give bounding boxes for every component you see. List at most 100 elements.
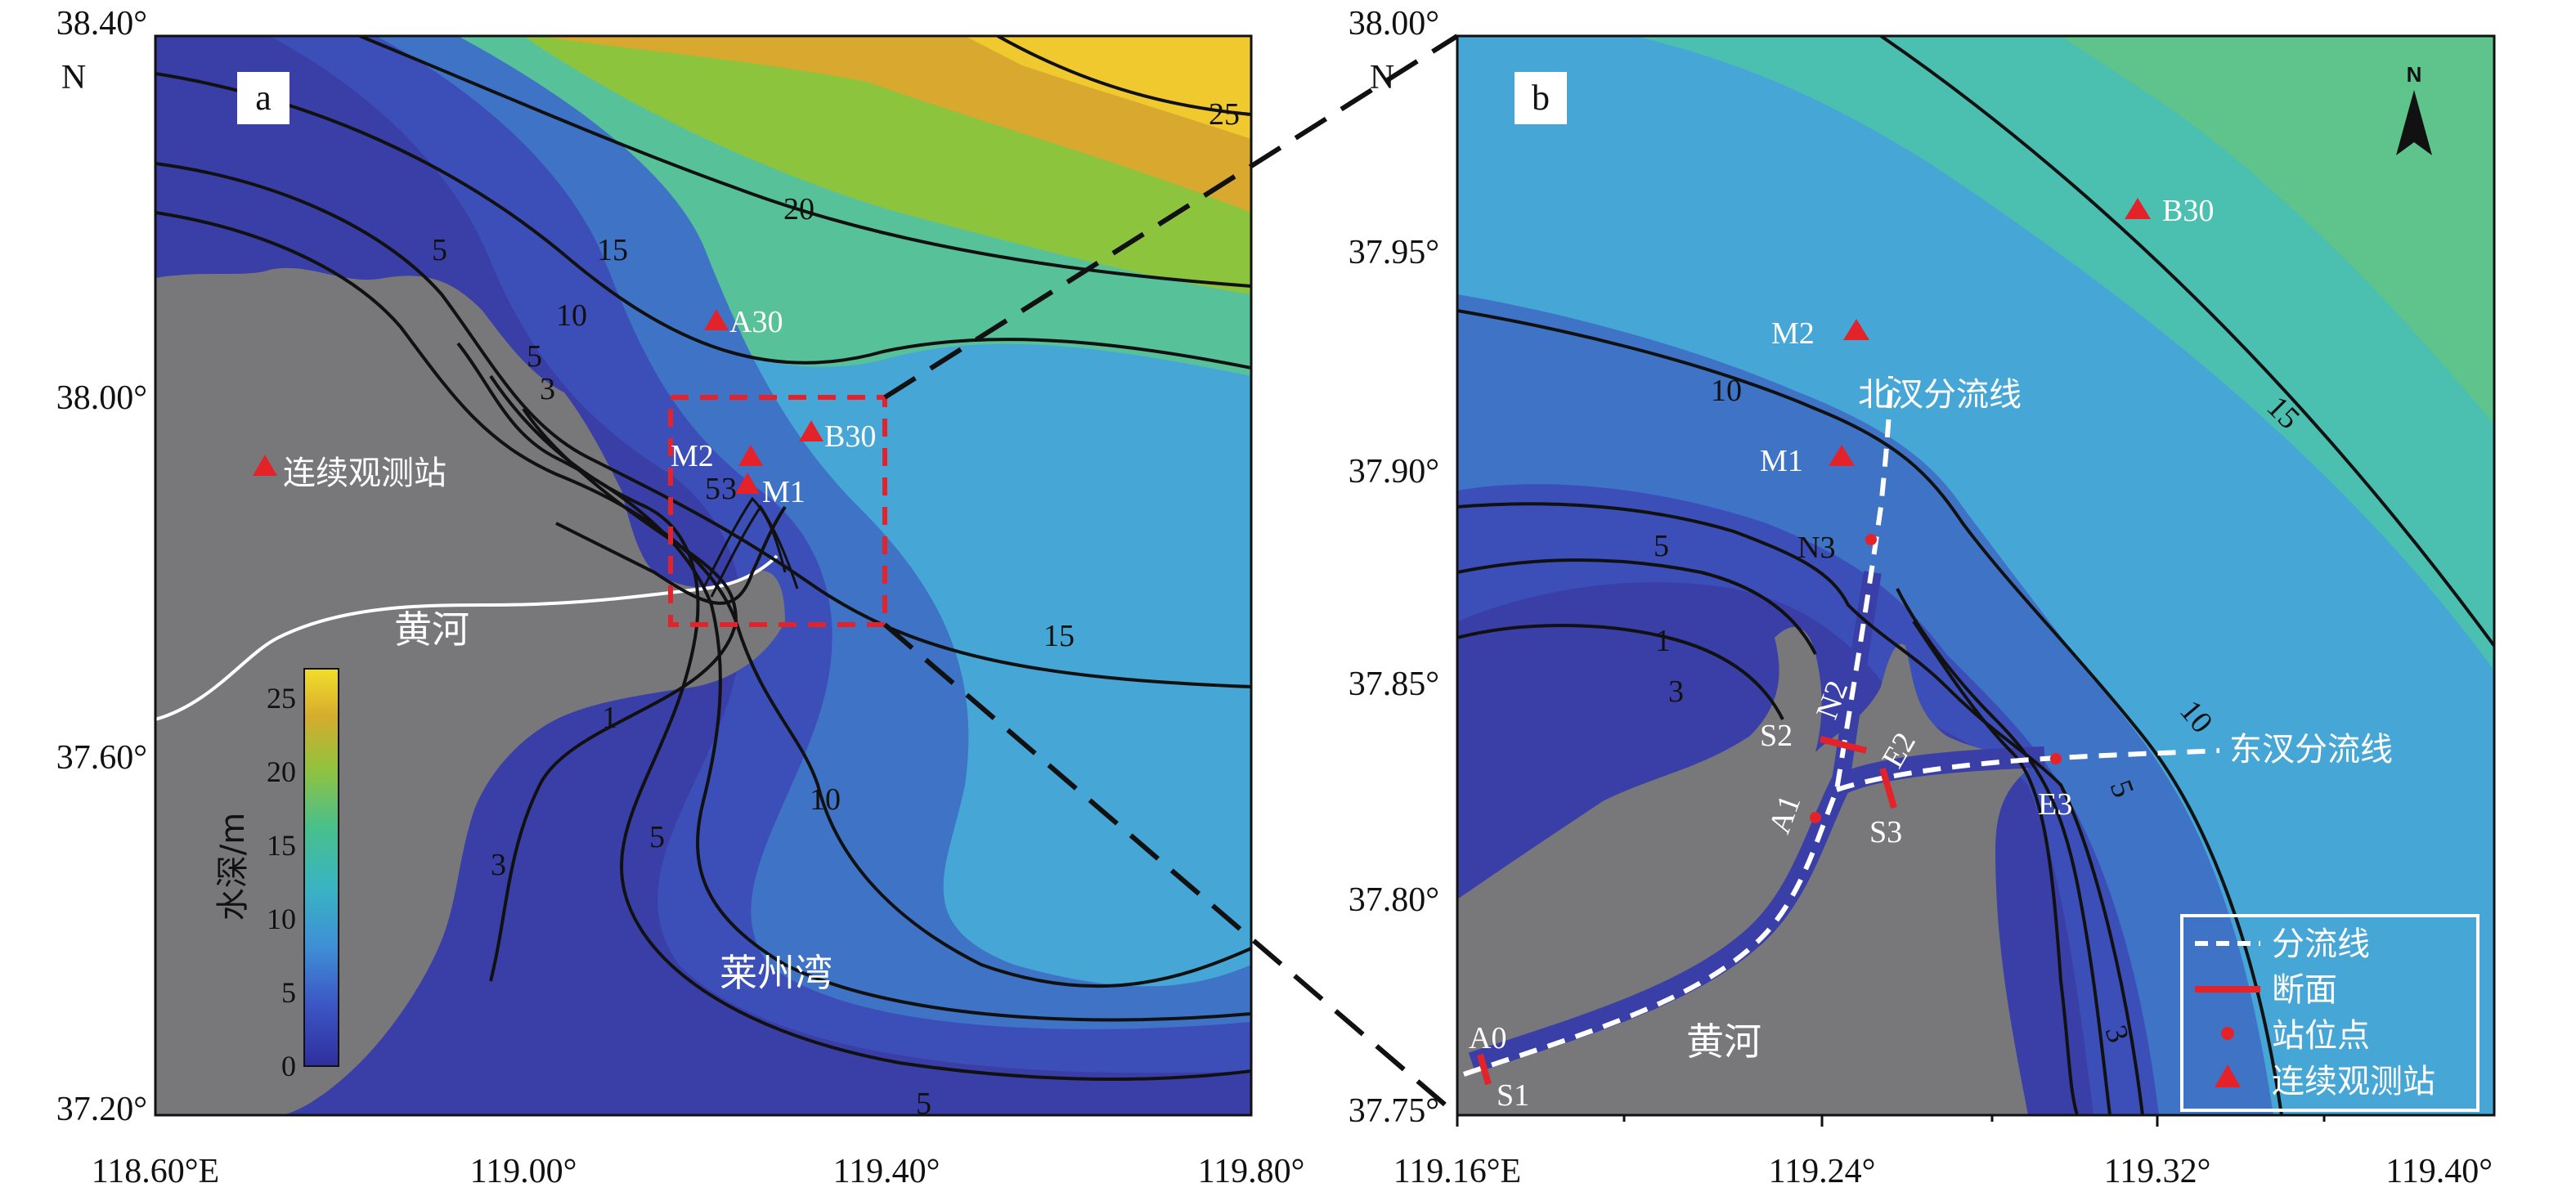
a-lat-tick-1: 38.40° bbox=[56, 5, 147, 43]
legend-label-point: 站位点 bbox=[2272, 1017, 2370, 1055]
b-lat-tick-5: 37.80° bbox=[1349, 881, 1439, 919]
b-station-m1 bbox=[1829, 445, 1855, 466]
depth-band-25 bbox=[458, 36, 1251, 213]
north-arrow-label: N bbox=[2407, 62, 2422, 87]
b-axis-ticks bbox=[1456, 1115, 2326, 1127]
b-label-n3: N3 bbox=[1797, 531, 1835, 565]
b-station-m2 bbox=[1843, 319, 1869, 340]
colorbar-tick-10: 10 bbox=[267, 903, 296, 935]
a-lat-tick-2: 38.00° bbox=[56, 379, 147, 417]
b-section-s3 bbox=[1879, 767, 1897, 809]
legend-label-station: 连续观测站 bbox=[2272, 1063, 2435, 1100]
station-m2-triangle bbox=[738, 445, 763, 466]
b-label-s3: S3 bbox=[1869, 815, 1902, 849]
b-point-n3 bbox=[1865, 534, 1877, 545]
contour-label-3c: 3 bbox=[491, 848, 506, 882]
study-area-box bbox=[668, 395, 887, 627]
zoom-connector-lines bbox=[883, 34, 1459, 1118]
b-lon-tick-3: 119.32° bbox=[2104, 1153, 2211, 1190]
label-yellow-river-a: 黄河 bbox=[394, 607, 469, 652]
b-lat-tick-2: 37.95° bbox=[1349, 234, 1439, 271]
legend-station-symbol bbox=[2215, 1064, 2241, 1087]
a-lat-tick-4: 37.20° bbox=[56, 1091, 147, 1128]
b-band-20 bbox=[2061, 36, 2494, 425]
contour-label-15b: 15 bbox=[1043, 619, 1075, 653]
panel-a-tag: a bbox=[255, 78, 272, 118]
yellow-river-line bbox=[155, 554, 779, 721]
legend: 分流线 断面 站位点 连续观测站 bbox=[2180, 914, 2480, 1112]
b-label-s1: S1 bbox=[1497, 1078, 1529, 1113]
a-lat-north: N bbox=[61, 59, 86, 96]
panel-b-tag: b bbox=[1532, 78, 1550, 118]
b-contour-10: 10 bbox=[1711, 374, 1742, 408]
panel-b-frame bbox=[1456, 34, 2496, 1117]
label-a30: A30 bbox=[729, 305, 783, 339]
contour-label-25: 25 bbox=[1209, 97, 1240, 132]
label-m1: M1 bbox=[762, 475, 806, 509]
a-lon-tick-4: 119.80° bbox=[1198, 1153, 1305, 1190]
delta-channels bbox=[702, 496, 799, 598]
b-label-yellow-river: 黄河 bbox=[1686, 1020, 1761, 1064]
b-label-a0: A0 bbox=[1469, 1021, 1506, 1055]
b-lat-tick-6: 37.75° bbox=[1349, 1092, 1439, 1130]
b-lat-north: N bbox=[1370, 59, 1394, 96]
label-laizhou-bay: 莱州湾 bbox=[720, 951, 832, 995]
contour-label-10b: 10 bbox=[810, 782, 841, 817]
b-sections bbox=[1477, 736, 1897, 1086]
contour-label-15: 15 bbox=[597, 233, 628, 267]
a-lon-tick-3: 119.40° bbox=[833, 1153, 940, 1190]
b-contour-1: 1 bbox=[1655, 624, 1671, 658]
contour-label-5d: 5 bbox=[649, 820, 665, 854]
legend-label-diversion: 分流线 bbox=[2272, 925, 2370, 963]
b-points bbox=[1810, 534, 2062, 823]
contour-label-3: 3 bbox=[540, 372, 555, 406]
colorbar-tick-15: 15 bbox=[267, 829, 296, 862]
b-contours bbox=[1457, 36, 2494, 1115]
b-lon-tick-2: 119.24° bbox=[1769, 1153, 1876, 1190]
north-arrow-icon: N bbox=[2396, 62, 2432, 155]
colorbar-title: 水深/m bbox=[214, 813, 252, 921]
b-diversion-lines bbox=[1463, 375, 2220, 1077]
contour-label-10: 10 bbox=[556, 298, 587, 333]
b-label-m2: M2 bbox=[1771, 316, 1815, 351]
b-lon-tick-4: 119.40° bbox=[2385, 1153, 2493, 1190]
contour-label-5: 5 bbox=[432, 233, 447, 267]
b-river-channel bbox=[1468, 746, 2045, 1073]
contour-label-5b: 5 bbox=[527, 339, 542, 374]
a-lon-tick-1: 118.60°E bbox=[92, 1153, 219, 1190]
legend-label-section: 断面 bbox=[2272, 971, 2337, 1009]
panel-a-tag-box bbox=[237, 72, 289, 124]
colorbar-tick-25: 25 bbox=[267, 682, 296, 715]
b-label-m1: M1 bbox=[1760, 444, 1803, 478]
contour-label-5c: 5 bbox=[705, 472, 720, 506]
b-label-b30: B30 bbox=[2162, 194, 2214, 228]
b-contour-5: 5 bbox=[1654, 529, 1669, 563]
panel-a-map: a 25 20 15 10 5 5 3 5 3 1 3 5 10 15 5 A3… bbox=[56, 5, 1305, 1190]
colorbar-tick-20: 20 bbox=[267, 755, 296, 788]
b-land bbox=[1457, 626, 2028, 1115]
label-continuous-station: 连续观测站 bbox=[283, 455, 447, 492]
station-b30-triangle bbox=[799, 420, 824, 441]
b-section-s2 bbox=[1820, 736, 1867, 754]
b-label-east-line: 东汊分流线 bbox=[2229, 731, 2393, 769]
b-section-s1 bbox=[1477, 1053, 1492, 1086]
b-point-a1 bbox=[1810, 812, 1821, 823]
b-station-markers bbox=[1829, 198, 2151, 466]
b-station-b30 bbox=[2125, 198, 2151, 219]
station-a30-triangle bbox=[704, 309, 729, 330]
depth-band-top bbox=[965, 36, 1251, 139]
station-markers bbox=[253, 309, 824, 494]
legend-point-symbol bbox=[2221, 1027, 2234, 1040]
b-lat-tick-3: 37.90° bbox=[1349, 453, 1439, 491]
b-label-s2: S2 bbox=[1760, 719, 1793, 753]
b-label-north-line: 北汊分流线 bbox=[1858, 376, 2022, 414]
contour-label-1: 1 bbox=[602, 701, 617, 735]
b-contour-3: 3 bbox=[1668, 674, 1684, 709]
label-b30: B30 bbox=[824, 419, 876, 454]
colorbar: 水深/m 25 20 15 10 5 0 bbox=[214, 668, 339, 1082]
a-lon-tick-2: 119.00° bbox=[470, 1153, 577, 1190]
bathymetry-contours bbox=[155, 36, 1251, 1081]
b-label-e3: E3 bbox=[2038, 787, 2072, 822]
panel-b-tag-box bbox=[1515, 72, 1567, 124]
